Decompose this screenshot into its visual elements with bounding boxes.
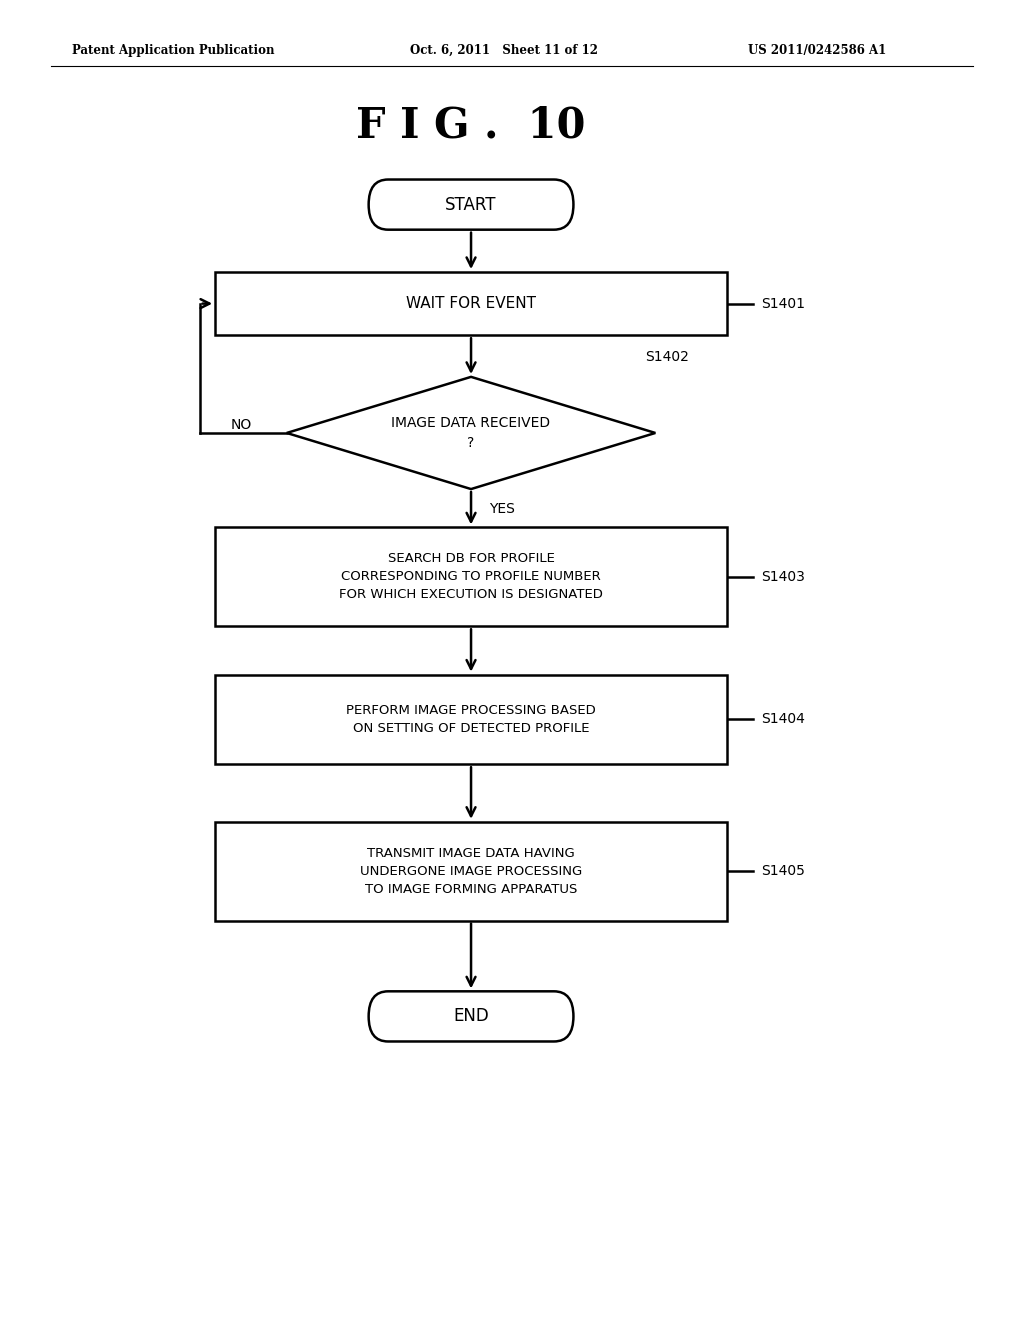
Text: S1401: S1401 [761, 297, 805, 310]
Bar [215, 272, 727, 335]
Bar [215, 821, 727, 921]
Text: Oct. 6, 2011   Sheet 11 of 12: Oct. 6, 2011 Sheet 11 of 12 [410, 44, 598, 57]
Text: TRANSMIT IMAGE DATA HAVING
UNDERGONE IMAGE PROCESSING
TO IMAGE FORMING APPARATUS: TRANSMIT IMAGE DATA HAVING UNDERGONE IMA… [359, 846, 583, 896]
Text: US 2011/0242586 A1: US 2011/0242586 A1 [748, 44, 886, 57]
Text: F I G .  10: F I G . 10 [356, 104, 586, 147]
Bar [215, 675, 727, 764]
Text: S1403: S1403 [761, 570, 805, 583]
Text: YES: YES [489, 502, 515, 516]
Text: WAIT FOR EVENT: WAIT FOR EVENT [407, 296, 536, 312]
Text: S1404: S1404 [761, 713, 805, 726]
Text: IMAGE DATA RECEIVED
?: IMAGE DATA RECEIVED ? [391, 416, 551, 450]
FancyBboxPatch shape [369, 991, 573, 1041]
Text: PERFORM IMAGE PROCESSING BASED
ON SETTING OF DETECTED PROFILE: PERFORM IMAGE PROCESSING BASED ON SETTIN… [346, 704, 596, 735]
Text: S1402: S1402 [645, 350, 689, 363]
Text: NO: NO [230, 418, 252, 432]
FancyBboxPatch shape [369, 180, 573, 230]
Text: END: END [454, 1007, 488, 1026]
Text: START: START [445, 195, 497, 214]
Text: SEARCH DB FOR PROFILE
CORRESPONDING TO PROFILE NUMBER
FOR WHICH EXECUTION IS DES: SEARCH DB FOR PROFILE CORRESPONDING TO P… [339, 552, 603, 602]
Text: S1405: S1405 [761, 865, 805, 878]
Text: Patent Application Publication: Patent Application Publication [72, 44, 274, 57]
Polygon shape [287, 378, 655, 488]
Bar [215, 528, 727, 627]
